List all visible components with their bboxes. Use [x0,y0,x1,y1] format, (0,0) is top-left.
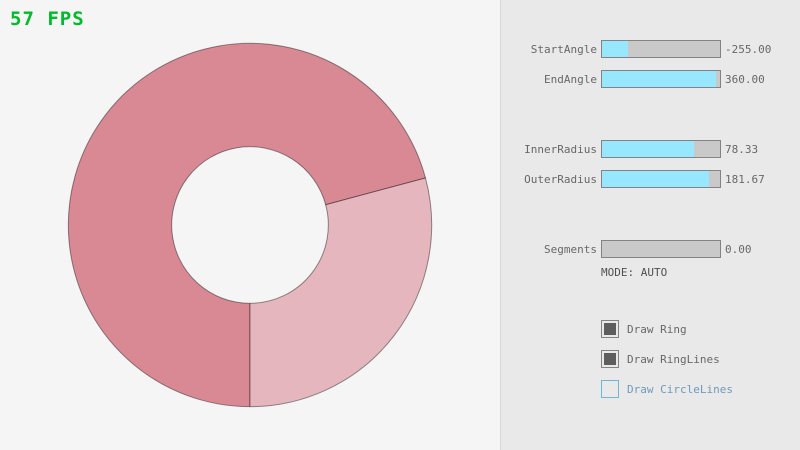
slider-row-inner-radius: InnerRadius 78.33 [501,140,800,158]
fps-counter: 57 FPS [10,8,85,30]
slider-row-segments: Segments 0.00 [501,240,800,258]
ring-segment-single-pass [249,177,433,408]
slider-label: InnerRadius [524,143,597,156]
checkbox-label: Draw RingLines [627,353,720,366]
checkbox-check-mark [604,323,616,335]
slider-fill [602,71,717,87]
segments-mode-label: MODE: AUTO [601,266,668,279]
render-canvas: 57 FPS [10,8,433,408]
control-panel: StartAngle -255.00 EndAngle 360.00 Inner… [500,0,800,450]
outer-radius-slider[interactable] [601,170,721,188]
slider-label: Segments [544,243,597,256]
slider-fill [602,41,628,57]
slider-value: 181.67 [725,173,765,186]
slider-fill [602,141,695,157]
slider-value: 78.33 [725,143,759,156]
slider-label: StartAngle [530,43,597,56]
checkbox-check-mark [604,353,616,365]
draw-circle-lines-checkbox[interactable] [601,380,619,398]
segments-slider[interactable] [601,240,721,258]
slider-fill [602,171,710,187]
slider-row-end-angle: EndAngle 360.00 [501,70,800,88]
end-angle-slider[interactable] [601,70,721,88]
ring-graphic [67,42,433,408]
checkbox-row-draw-ring: Draw Ring [501,320,800,340]
slider-label: EndAngle [544,73,597,86]
slider-value: 360.00 [725,73,765,86]
inner-radius-slider[interactable] [601,140,721,158]
slider-value: 0.00 [725,243,752,256]
checkbox-row-draw-ring-lines: Draw RingLines [501,350,800,370]
slider-row-outer-radius: OuterRadius 181.67 [501,170,800,188]
checkbox-row-draw-circle-lines: Draw CircleLines [501,380,800,400]
draw-ring-lines-checkbox[interactable] [601,350,619,368]
checkbox-label: Draw Ring [627,323,687,336]
draw-ring-checkbox[interactable] [601,320,619,338]
ring-segment-double-pass [67,42,427,408]
slider-label: OuterRadius [524,173,597,186]
slider-value: -255.00 [725,43,772,56]
start-angle-slider[interactable] [601,40,721,58]
slider-row-start-angle: StartAngle -255.00 [501,40,800,58]
checkbox-label: Draw CircleLines [627,383,733,396]
